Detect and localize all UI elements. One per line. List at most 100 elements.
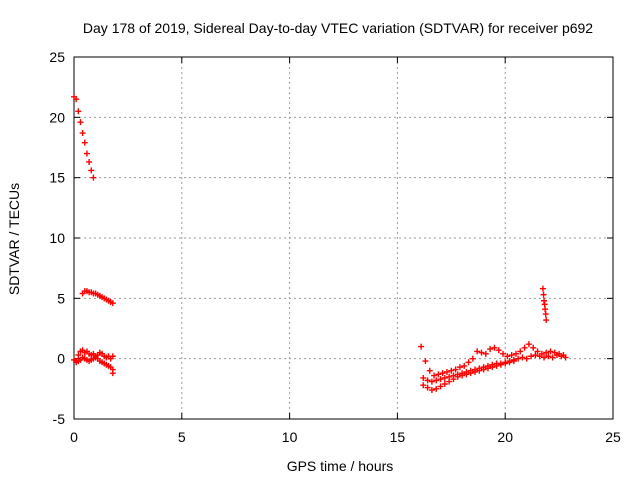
data-point: [495, 347, 502, 354]
y-tick-label: 15: [49, 170, 65, 186]
data-series: [79, 288, 116, 307]
data-series: [539, 285, 550, 324]
data-point: [547, 348, 554, 355]
data-point: [435, 371, 442, 378]
data-point: [474, 348, 481, 355]
data-point: [454, 373, 461, 380]
data-point: [532, 352, 539, 359]
data-series: [420, 352, 569, 385]
y-tick-label: 25: [49, 49, 65, 65]
data-point: [75, 108, 82, 115]
x-tick-label: 5: [178, 429, 186, 445]
data-point: [543, 349, 550, 356]
x-tick-label: 20: [497, 429, 513, 445]
data-point: [441, 381, 448, 388]
x-tick-label: 10: [282, 429, 298, 445]
data-point: [484, 365, 491, 372]
data-point: [500, 350, 507, 357]
data-point: [539, 285, 546, 292]
data-point: [521, 344, 528, 351]
data-point: [433, 385, 440, 392]
x-tick-label: 15: [390, 429, 406, 445]
data-point: [452, 366, 459, 373]
data-point: [428, 387, 435, 394]
data-point: [431, 372, 438, 379]
data-point: [463, 371, 470, 378]
data-point: [420, 374, 427, 381]
data-point: [542, 311, 549, 318]
data-point: [519, 354, 526, 361]
data-point: [515, 355, 522, 362]
data-point: [424, 384, 431, 391]
data-point: [109, 300, 116, 307]
grid: [74, 57, 613, 419]
data-point: [543, 317, 550, 324]
data-point: [534, 348, 541, 355]
data-point: [549, 354, 556, 361]
data-point: [506, 359, 513, 366]
data-point: [79, 130, 86, 137]
data-point: [497, 361, 504, 368]
data-point: [487, 346, 494, 353]
data-point: [489, 364, 496, 371]
data-point: [86, 158, 93, 165]
data-point: [553, 352, 560, 359]
data-point: [508, 352, 515, 359]
data-point: [512, 350, 519, 357]
data-point: [424, 377, 431, 384]
data-point: [420, 382, 427, 389]
data-point: [418, 343, 425, 350]
data-point: [450, 376, 457, 383]
data-point: [437, 383, 444, 390]
data-series: [71, 93, 97, 181]
data-point: [456, 364, 463, 371]
x-tick-label: 25: [605, 429, 621, 445]
data-point: [77, 119, 84, 126]
data-point: [493, 362, 500, 369]
data-point: [443, 368, 450, 375]
data-point: [437, 376, 444, 383]
data-point: [504, 353, 511, 360]
data-point: [109, 353, 116, 360]
data-point: [81, 139, 88, 146]
data-point: [439, 370, 446, 377]
data-point: [433, 377, 440, 384]
data-points: [71, 93, 569, 394]
data-point: [109, 370, 116, 377]
data-point: [540, 291, 547, 298]
data-point: [502, 360, 509, 367]
data-point: [536, 353, 543, 360]
data-series: [420, 358, 517, 394]
data-point: [541, 354, 548, 361]
data-point: [545, 353, 552, 360]
data-point: [510, 358, 517, 365]
y-tick-label: 20: [49, 109, 65, 125]
data-point: [461, 362, 468, 369]
data-point: [480, 366, 487, 373]
data-point: [530, 344, 537, 351]
data-point: [426, 367, 433, 374]
data-point: [446, 378, 453, 385]
data-point: [562, 354, 569, 361]
data-point: [491, 344, 498, 351]
data-point: [83, 150, 90, 157]
data-point: [465, 359, 472, 366]
data-point: [428, 378, 435, 385]
data-point: [422, 358, 429, 365]
x-tick-label: 0: [70, 429, 78, 445]
y-tick-label: 0: [57, 351, 65, 367]
y-tick-label: 10: [49, 230, 65, 246]
y-tick-label: -5: [53, 411, 66, 427]
data-point: [523, 355, 530, 362]
data-point: [75, 352, 82, 359]
data-point: [88, 167, 95, 174]
data-point: [467, 370, 474, 377]
data-point: [90, 174, 97, 181]
data-point: [448, 367, 455, 374]
y-axis-label: SDTVAR / TECUs: [6, 183, 22, 295]
data-point: [73, 96, 80, 103]
